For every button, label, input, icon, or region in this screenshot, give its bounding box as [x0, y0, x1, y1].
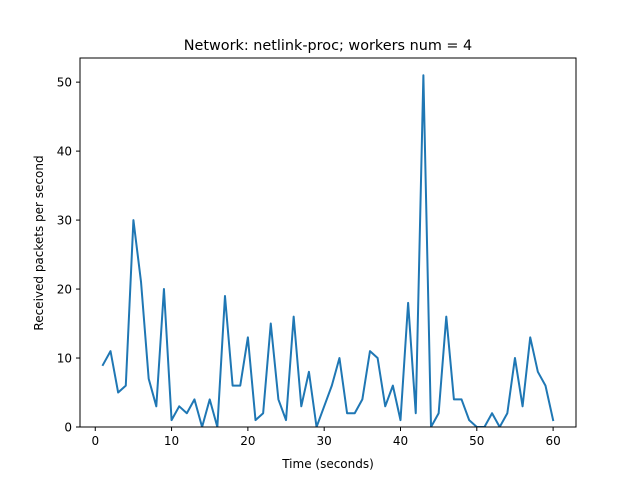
x-tick-label: 60	[545, 434, 560, 448]
x-tick-label: 40	[393, 434, 408, 448]
y-tick-label: 20	[57, 283, 72, 297]
x-tick-label: 10	[164, 434, 179, 448]
y-tick-label: 0	[64, 421, 72, 435]
x-tick-label: 20	[240, 434, 255, 448]
x-tick-label: 50	[469, 434, 484, 448]
x-tick-label: 30	[317, 434, 332, 448]
x-axis-label: Time (seconds)	[281, 457, 374, 471]
chart-title: Network: netlink-proc; workers num = 4	[184, 38, 472, 54]
y-tick-label: 40	[57, 145, 72, 159]
plot-area	[101, 74, 555, 427]
x-tick-label: 0	[91, 434, 99, 448]
axes: 0 10 20 30 40 50 60 0 10 20 30 40 50	[57, 57, 577, 448]
y-tick-label: 30	[57, 214, 72, 228]
data-series-line-0	[101, 74, 555, 427]
y-axis-label: Received packets per second	[32, 155, 46, 330]
axes-frame	[79, 57, 577, 428]
y-tick-label: 10	[57, 352, 72, 366]
y-tick-label: 50	[57, 76, 72, 90]
